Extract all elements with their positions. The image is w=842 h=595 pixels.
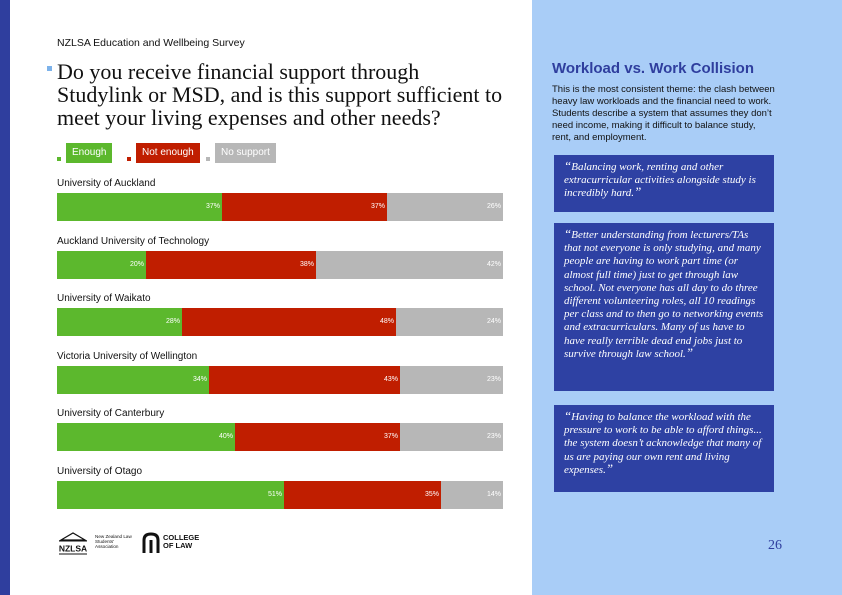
data-label-no-support: 23% (486, 433, 501, 441)
bar-segment-no-support (387, 193, 503, 221)
close-quote-icon: ” (605, 460, 614, 476)
bar-segment-no-support (400, 365, 503, 394)
bar-segment-enough (57, 250, 146, 279)
data-label-not-enough: 43% (383, 375, 398, 383)
data-label-not-enough: 37% (383, 433, 398, 441)
bar-segment-enough (57, 308, 182, 337)
quote-text-3: Having to balance the workload with the … (564, 411, 762, 476)
panel-body: This is the most consistent theme: the c… (552, 84, 775, 143)
bar-segment-not-enough (209, 365, 400, 394)
data-label-not-enough: 37% (370, 203, 385, 210)
data-label-enough: 20% (129, 260, 144, 268)
data-label-enough: 34% (192, 375, 207, 383)
bar-row: 34% 43% 23% (57, 365, 503, 394)
data-label-enough: 37% (205, 203, 220, 210)
data-label-enough: 51% (267, 491, 282, 498)
university-label: University of Canterbury (57, 408, 165, 420)
data-label-no-support: 26% (486, 203, 501, 210)
bar-segment-not-enough (146, 250, 316, 279)
bar-segment-enough (57, 365, 209, 394)
bar-segment-not-enough (222, 193, 387, 221)
quote-box-2: “Better understanding from lecturers/TAs… (554, 223, 774, 391)
legend-swatch-not-enough (127, 157, 131, 161)
bar-segment-enough (57, 423, 235, 452)
university-label: University of Waikato (57, 293, 151, 305)
bar-segment-enough (57, 481, 284, 509)
quote-box-1: “Balancing work, renting and other extra… (554, 155, 774, 212)
bar-segment-enough (57, 193, 222, 221)
bar-segment-no-support (400, 423, 503, 452)
bar-row: 40% 37% 23% (57, 423, 503, 452)
bar-row: 51% 35% 14% (57, 481, 503, 509)
legend-swatch-enough (57, 157, 61, 161)
college-of-law-logo (142, 532, 160, 553)
page-title: Do you receive financial support through… (57, 59, 503, 130)
data-label-enough: 40% (218, 433, 233, 441)
nzlsa-mark-text: NZLSA (59, 544, 87, 554)
left-accent-stripe (0, 0, 10, 595)
data-label-no-support: 23% (486, 375, 501, 383)
data-label-not-enough: 35% (424, 491, 439, 498)
bar-row: 28% 48% 24% (57, 308, 503, 337)
legend-swatch-no-support (206, 157, 210, 161)
university-label: University of Otago (57, 466, 143, 477)
nzlsa-logo: NZLSA (58, 532, 88, 555)
bar-segment-no-support (396, 308, 503, 337)
legend-label-enough: Enough (66, 143, 113, 163)
bar-segment-not-enough (284, 481, 441, 509)
bar-row: 37% 37% 26% (57, 193, 503, 221)
quote-text-2: Better understanding from lecturers/TAs … (564, 229, 764, 360)
university-label: Auckland University of Technology (57, 235, 210, 247)
data-label-no-support: 14% (486, 491, 501, 498)
nzlsa-logo-text: New Zealand Law Students' Association (95, 534, 132, 549)
page-number: 26 (768, 538, 782, 553)
title-marker (47, 66, 52, 71)
quote-box-3: “Having to balance the workload with the… (554, 405, 774, 492)
bar-segment-not-enough (182, 308, 396, 337)
data-label-no-support: 24% (486, 318, 501, 326)
bar-row: 20% 38% 42% (57, 250, 503, 279)
university-label: Victoria University of Wellington (57, 350, 198, 362)
close-quote-icon: ” (685, 344, 694, 360)
legend-label-not-enough: Not enough (136, 143, 200, 163)
data-label-enough: 28% (165, 318, 180, 326)
college-of-law-text: COLLEGE OF LAW (163, 533, 200, 550)
data-label-no-support: 42% (486, 260, 501, 268)
quote-text-1: Balancing work, renting and other extrac… (564, 161, 756, 200)
open-quote-icon: “ (564, 158, 572, 173)
bar-segment-no-support (316, 250, 503, 279)
data-label-not-enough: 38% (299, 260, 314, 268)
data-label-not-enough: 48% (379, 318, 394, 326)
close-quote-icon: ” (634, 184, 642, 200)
survey-title: NZLSA Education and Wellbeing Survey (57, 37, 245, 49)
open-quote-icon: “ (564, 408, 572, 423)
bar-segment-not-enough (235, 423, 400, 452)
university-label: University of Auckland (57, 178, 156, 189)
panel-heading: Workload vs. Work Collision (552, 60, 754, 77)
bar-segment-no-support (441, 481, 503, 509)
open-quote-icon: “ (564, 226, 572, 241)
legend-label-no-support: No support (215, 143, 276, 163)
footer-logos: NZLSA New Zealand Law Students' Associat… (57, 530, 207, 558)
